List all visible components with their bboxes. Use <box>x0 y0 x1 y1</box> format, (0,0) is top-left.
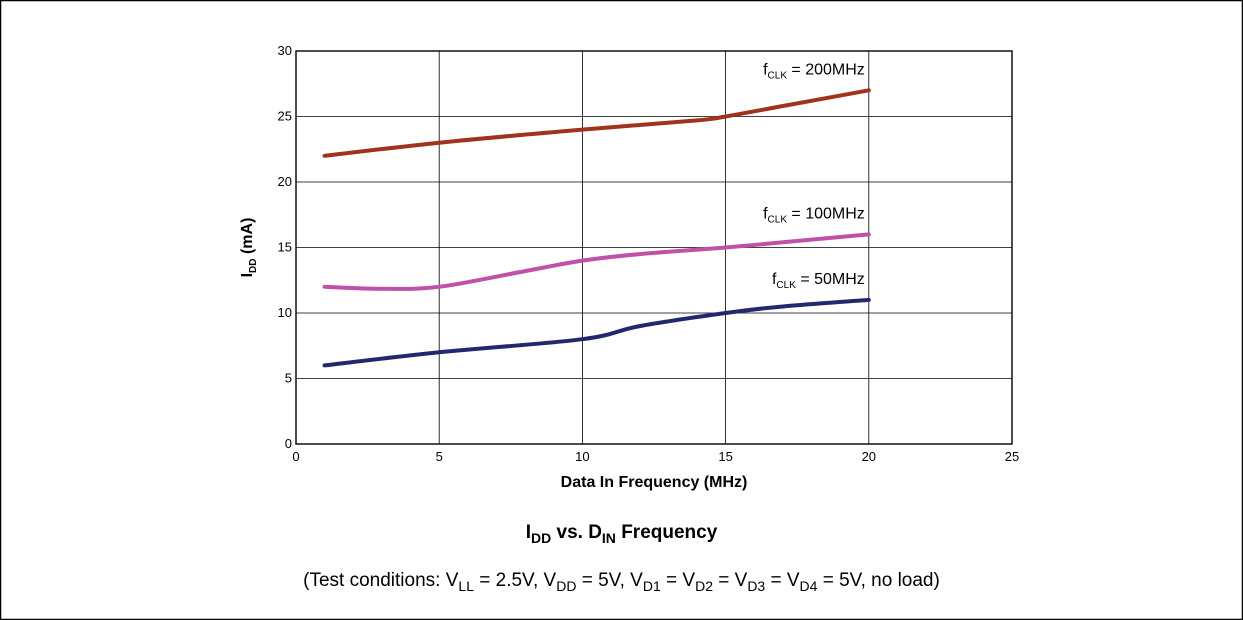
cond-sub-5: D3 <box>747 578 766 594</box>
y-tick-label-1: 5 <box>285 371 292 386</box>
cond-text-7: = 5V, no load) <box>817 570 940 591</box>
x-tick-label-0: 0 <box>292 449 299 464</box>
series-line-1 <box>322 232 871 291</box>
chart-title-end: Frequency <box>615 522 718 543</box>
cond-sub-2: DD <box>556 578 577 594</box>
x-tick-label-1: 5 <box>436 449 443 464</box>
x-tick-label-5: 25 <box>1005 449 1019 464</box>
series-line-2 <box>322 297 871 368</box>
cond-text-2: = 2.5V, V <box>473 570 557 591</box>
x-tick-label-2: 10 <box>575 449 589 464</box>
cond-sub-6: D4 <box>799 578 818 594</box>
chart-title-d-sub: IN <box>601 530 616 546</box>
x-tick-label-4: 20 <box>862 449 876 464</box>
y-tick-label-2: 10 <box>278 305 292 320</box>
cond-sub-3: D1 <box>642 578 661 594</box>
x-tick-label-3: 15 <box>718 449 732 464</box>
y-tick-label-0: 0 <box>285 436 292 451</box>
cond-text-5: = V <box>712 570 748 591</box>
series-label-0: fCLK = 200MHz <box>763 61 865 81</box>
line-chart: 0 5 10 15 20 25 0 5 10 15 20 25 30 Data In Frequency … <box>239 43 1019 491</box>
chart-title-mid: vs. D <box>551 522 602 543</box>
cond-text-1: (Test conditions: V <box>303 570 459 591</box>
cond-sub-1: LL <box>458 578 474 594</box>
x-axis-label: Data In Frequency (MHz) <box>561 474 748 491</box>
y-tick-label-6: 30 <box>278 43 292 58</box>
chart-title-i-sub: DD <box>530 530 552 546</box>
test-conditions: (Test conditions: VLL = 2.5V, VDD = 5V, … <box>0 570 1243 594</box>
plot-area <box>295 50 1013 445</box>
cond-text-6: = V <box>765 570 800 591</box>
series-line-0 <box>322 88 871 158</box>
y-tick-label-4: 20 <box>278 174 292 189</box>
y-tick-label-3: 15 <box>278 240 292 255</box>
chart-title: IDD vs. DIN Frequency <box>0 522 1243 546</box>
chart-title-i: I <box>525 522 531 543</box>
cond-sub-4: D2 <box>695 578 713 594</box>
series-label-1: fCLK = 100MHz <box>763 205 865 225</box>
cond-text-4: = V <box>660 570 696 591</box>
series-label-2: fCLK = 50MHz <box>772 271 865 291</box>
y-tick-label-5: 25 <box>278 109 292 124</box>
cond-text-3: = 5V, V <box>576 570 643 591</box>
y-axis-label: IDD (mA) <box>239 218 259 278</box>
